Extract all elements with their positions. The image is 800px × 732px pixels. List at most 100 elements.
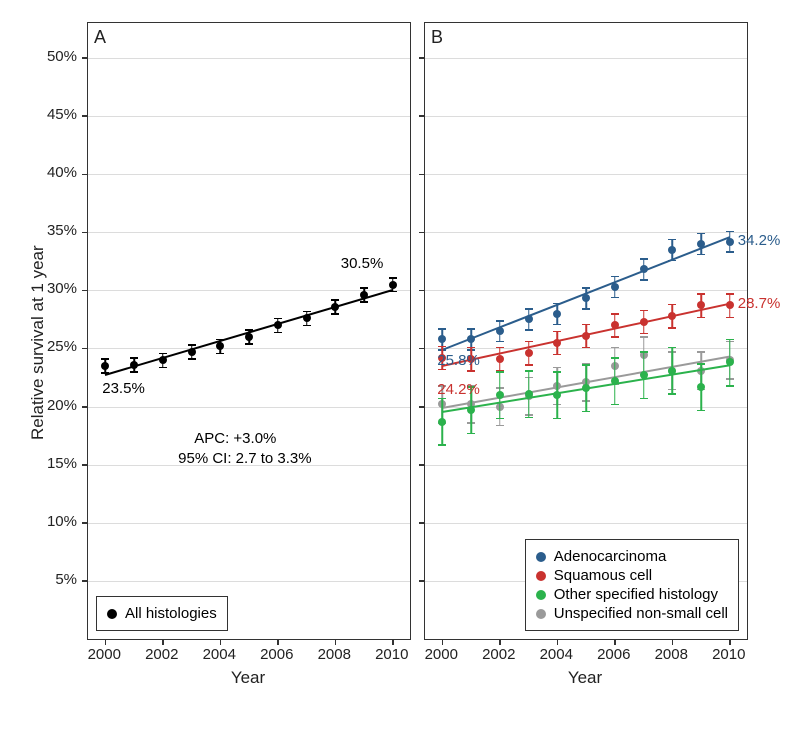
error-cap bbox=[467, 347, 475, 349]
x-axis-label: Year bbox=[568, 668, 602, 688]
grid-line bbox=[88, 407, 410, 408]
x-tick-mark bbox=[614, 639, 616, 645]
error-cap bbox=[640, 279, 648, 281]
error-cap bbox=[525, 308, 533, 310]
data-point-other bbox=[611, 377, 619, 385]
legend-label: Squamous cell bbox=[554, 567, 652, 584]
y-tick-label: 5% bbox=[55, 571, 77, 588]
data-point-squam bbox=[640, 318, 648, 326]
x-tick-mark bbox=[220, 639, 222, 645]
data-point-all bbox=[159, 356, 167, 364]
error-cap bbox=[245, 343, 253, 345]
data-point-other bbox=[553, 391, 561, 399]
error-cap bbox=[611, 404, 619, 406]
error-cap bbox=[216, 353, 224, 355]
error-cap bbox=[525, 370, 533, 372]
y-tick-label: 20% bbox=[47, 397, 77, 414]
y-tick-mark bbox=[419, 174, 425, 176]
error-cap bbox=[697, 317, 705, 319]
data-point-adeno bbox=[582, 294, 590, 302]
grid-line bbox=[88, 174, 410, 175]
error-cap bbox=[611, 313, 619, 315]
legend-item: Squamous cell bbox=[536, 567, 728, 584]
annot-adeno-end: 34.2% bbox=[738, 232, 781, 249]
x-tick-mark bbox=[277, 639, 279, 645]
annot-apc2: 95% CI: 2.7 to 3.3% bbox=[178, 450, 311, 467]
legend-marker bbox=[536, 571, 546, 581]
x-tick-label: 2000 bbox=[425, 646, 458, 663]
error-cap bbox=[640, 351, 648, 353]
panel-label-a: A bbox=[94, 27, 106, 48]
error-cap bbox=[303, 325, 311, 327]
legend-item: Adenocarcinoma bbox=[536, 548, 728, 565]
error-cap bbox=[467, 433, 475, 435]
data-point-all bbox=[331, 303, 339, 311]
data-point-all bbox=[389, 281, 397, 289]
annot-adeno-start: 25.8% bbox=[437, 352, 480, 369]
legend-marker bbox=[536, 609, 546, 619]
error-cap bbox=[496, 341, 504, 343]
y-tick-mark bbox=[419, 348, 425, 350]
error-cap bbox=[726, 339, 734, 341]
legend-item: Unspecified non-small cell bbox=[536, 605, 728, 622]
error-cap bbox=[726, 251, 734, 253]
x-tick-label: 2002 bbox=[482, 646, 515, 663]
data-point-adeno bbox=[496, 327, 504, 335]
grid-line bbox=[425, 523, 747, 524]
y-tick-mark bbox=[82, 232, 88, 234]
legend-b: AdenocarcinomaSquamous cellOther specifi… bbox=[525, 539, 739, 631]
y-tick-mark bbox=[419, 580, 425, 582]
error-cap bbox=[640, 398, 648, 400]
error-cap bbox=[668, 347, 676, 349]
x-tick-mark bbox=[162, 639, 164, 645]
data-point-other bbox=[640, 371, 648, 379]
error-cap bbox=[553, 367, 561, 369]
error-cap bbox=[611, 347, 619, 349]
error-cap bbox=[668, 239, 676, 241]
y-tick-label: 30% bbox=[47, 280, 77, 297]
y-tick-mark bbox=[419, 464, 425, 466]
data-point-other bbox=[496, 391, 504, 399]
data-point-all bbox=[274, 321, 282, 329]
y-tick-mark bbox=[419, 57, 425, 59]
error-cap bbox=[668, 393, 676, 395]
error-cap bbox=[553, 371, 561, 373]
error-cap bbox=[496, 418, 504, 420]
data-point-all bbox=[188, 348, 196, 356]
data-point-squam bbox=[553, 339, 561, 347]
error-cap bbox=[438, 398, 446, 400]
x-tick-label: 2002 bbox=[145, 646, 178, 663]
grid-line bbox=[88, 116, 410, 117]
x-tick-mark bbox=[105, 639, 107, 645]
x-tick-mark bbox=[729, 639, 731, 645]
error-cap bbox=[582, 308, 590, 310]
data-point-other bbox=[467, 406, 475, 414]
error-cap bbox=[697, 293, 705, 295]
error-cap bbox=[553, 418, 561, 420]
y-tick-label: 15% bbox=[47, 455, 77, 472]
error-cap bbox=[525, 417, 533, 419]
error-cap bbox=[130, 371, 138, 373]
figure-root: A23.5%30.5%APC: +3.0%95% CI: 2.7 to 3.3%… bbox=[0, 0, 800, 732]
y-tick-label: 25% bbox=[47, 338, 77, 355]
error-cap bbox=[496, 371, 504, 373]
error-cap bbox=[331, 313, 339, 315]
error-cap bbox=[697, 363, 705, 365]
x-tick-label: 2006 bbox=[597, 646, 630, 663]
error-cap bbox=[101, 358, 109, 360]
grid-line bbox=[88, 581, 410, 582]
error-cap bbox=[159, 353, 167, 355]
y-tick-mark bbox=[82, 57, 88, 59]
x-tick-label: 2008 bbox=[655, 646, 688, 663]
annot-apc1: APC: +3.0% bbox=[194, 430, 276, 447]
error-cap bbox=[360, 287, 368, 289]
error-cap bbox=[668, 260, 676, 262]
grid-line bbox=[88, 232, 410, 233]
error-cap bbox=[611, 336, 619, 338]
error-cap bbox=[496, 425, 504, 427]
y-tick-mark bbox=[82, 115, 88, 117]
error-cap bbox=[553, 324, 561, 326]
legend-marker bbox=[107, 609, 117, 619]
data-point-adeno bbox=[697, 240, 705, 248]
error-cap bbox=[611, 297, 619, 299]
